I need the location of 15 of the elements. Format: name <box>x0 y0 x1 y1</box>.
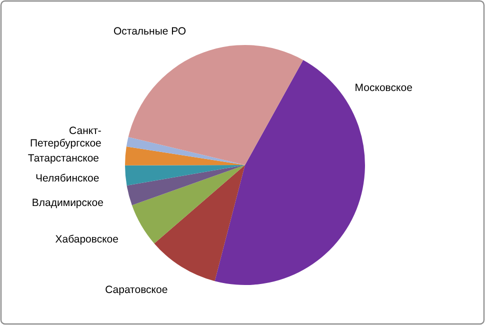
slice-label: Владимирское <box>32 196 104 209</box>
slice-label: Московское <box>354 82 413 94</box>
slice-label: Челябинское <box>36 172 100 184</box>
slice-label: Татарстанское <box>28 152 100 164</box>
pie-slice <box>125 165 245 186</box>
slice-label: Остальные РО <box>113 26 186 38</box>
pie-slice <box>132 165 245 244</box>
slice-label: Саратовское <box>105 284 168 296</box>
pie-slice <box>126 165 245 206</box>
slice-label: Хабаровское <box>55 233 119 246</box>
pie-slice <box>128 45 304 165</box>
slice-label: Санкт-Петербургское <box>30 124 102 150</box>
pie-slice <box>125 146 245 166</box>
pie-slice <box>154 165 245 282</box>
pie-slice <box>126 136 245 165</box>
